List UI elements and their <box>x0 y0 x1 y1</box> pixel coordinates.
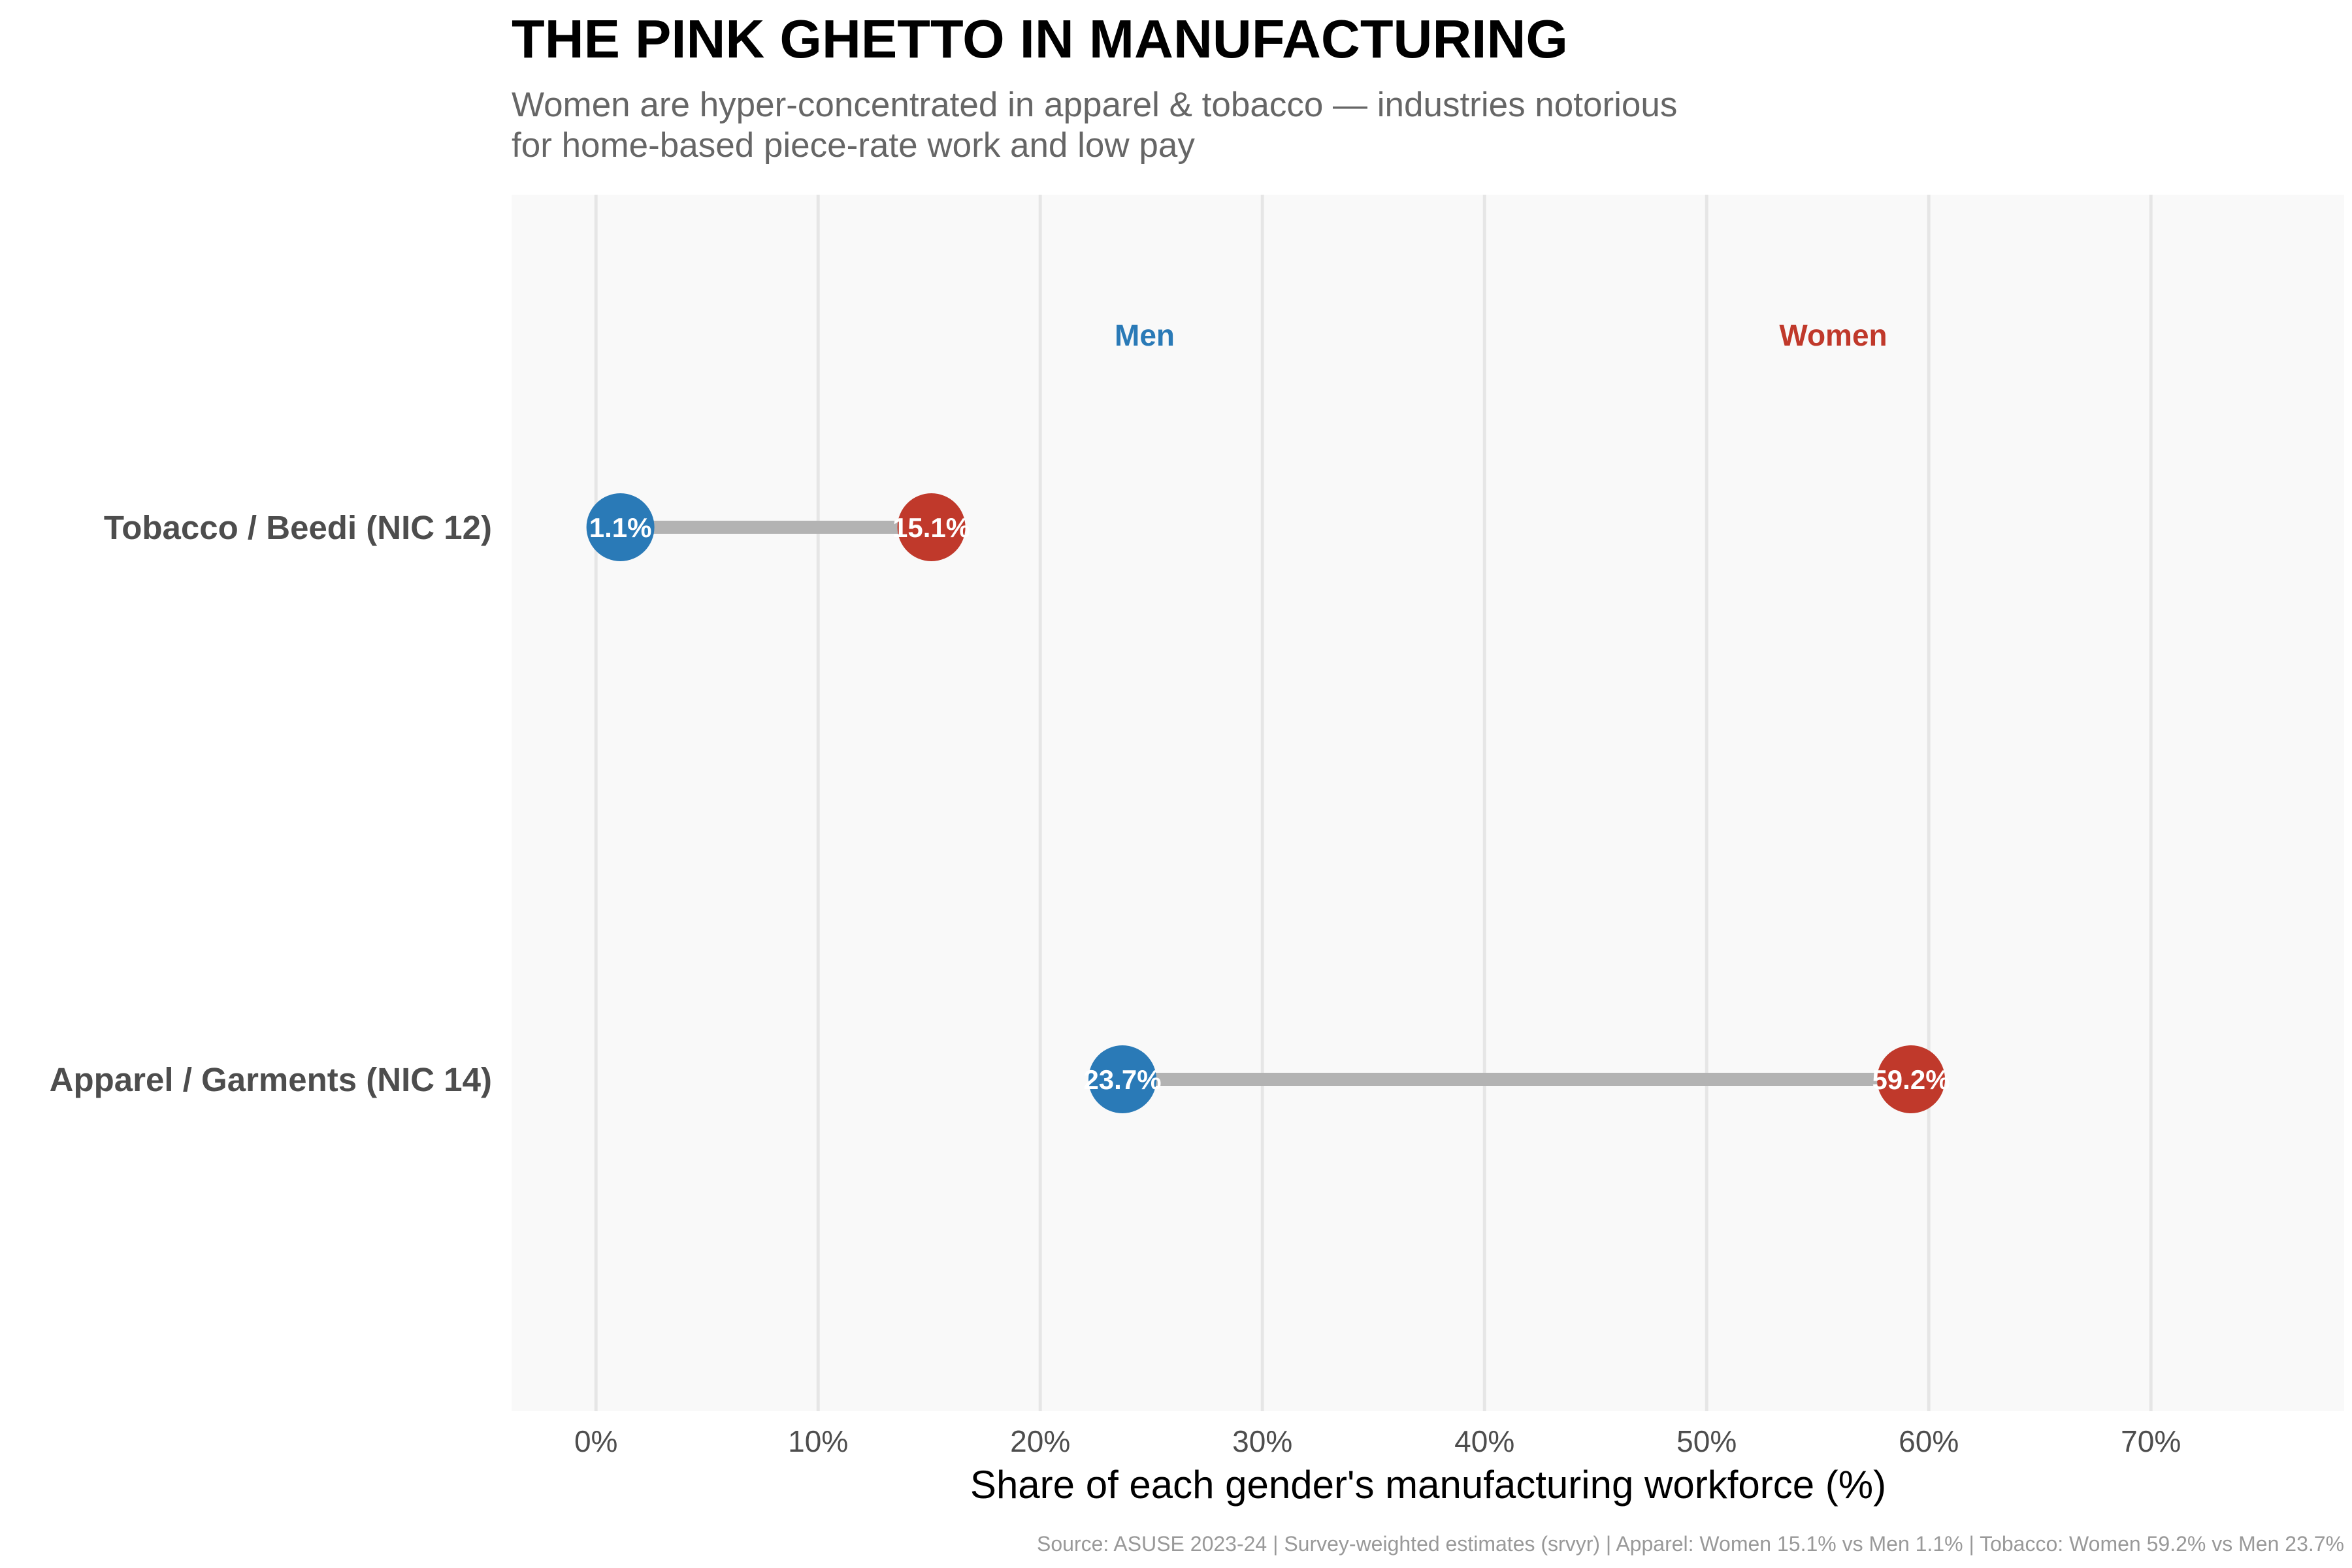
point-women-tobacco-beedi-nic-12 <box>897 493 966 561</box>
plot-panel <box>512 195 2344 1411</box>
chart-subtitle-line-2: for home-based piece-rate work and low p… <box>512 126 1195 165</box>
point-men-apparel-garments-nic-14 <box>1088 1045 1156 1113</box>
x-tick-label-70: 70% <box>2121 1424 2181 1458</box>
category-label-tobacco-beedi-nic-12: Tobacco / Beedi (NIC 12) <box>104 509 492 546</box>
x-axis-title: Share of each gender's manufacturing wor… <box>970 1463 1886 1507</box>
x-tick-label-50: 50% <box>1676 1424 1737 1458</box>
legend-label-women: Women <box>1779 318 1887 352</box>
value-label-women-tobacco-beedi-nic-12: 15.1% <box>892 512 970 543</box>
x-axis-ticks: 0% 10% 20% 30% 40% 50% 60% 70% <box>574 1424 2181 1458</box>
value-label-men-tobacco-beedi-nic-12: 1.1% <box>589 512 652 543</box>
x-tick-label-30: 30% <box>1232 1424 1292 1458</box>
x-tick-label-20: 20% <box>1010 1424 1070 1458</box>
x-tick-label-10: 10% <box>788 1424 848 1458</box>
dumbbell-points: 1.1% 23.7% 15.1% 59.2% <box>586 493 1950 1113</box>
gridlines <box>594 195 2153 1411</box>
point-men-tobacco-beedi-nic-12 <box>586 493 655 561</box>
x-tick-label-60: 60% <box>1899 1424 1959 1458</box>
value-label-women-apparel-garments-nic-14: 59.2% <box>1872 1064 1950 1095</box>
category-label-apparel-garments-nic-14: Apparel / Garments (NIC 14) <box>50 1061 492 1098</box>
chart-subtitle-line-1: Women are hyper-concentrated in apparel … <box>512 86 1677 124</box>
chart-title: THE PINK GHETTO IN MANUFACTURING <box>512 8 1568 69</box>
source-caption: Source: ASUSE 2023-24 | Survey-weighted … <box>1037 1532 2344 1556</box>
dumbbell-segments <box>620 521 1911 1086</box>
value-label-men-apparel-garments-nic-14: 23.7% <box>1083 1064 1161 1095</box>
point-women-apparel-garments-nic-14 <box>1877 1045 1945 1113</box>
legend-label-men: Men <box>1115 318 1175 352</box>
x-tick-label-0: 0% <box>574 1424 617 1458</box>
category-labels: Tobacco / Beedi (NIC 12) Apparel / Garmen… <box>50 509 492 1098</box>
x-tick-label-40: 40% <box>1454 1424 1514 1458</box>
legend: Men Women <box>1115 318 1887 352</box>
